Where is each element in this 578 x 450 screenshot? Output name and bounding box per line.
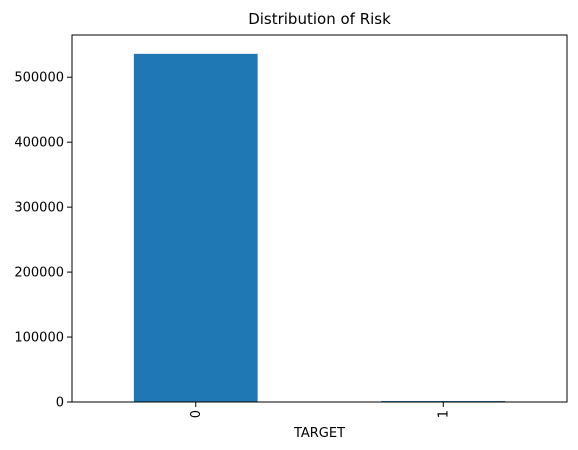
y-tick-label: 100000	[14, 331, 64, 346]
y-axis: 0 100000 200000 300000 400000 500000	[14, 71, 72, 411]
bar-0	[133, 53, 258, 403]
y-tick-label: 300000	[14, 201, 64, 216]
plot-frame	[71, 34, 568, 403]
x-tick-label: 1	[436, 410, 451, 418]
y-tick-label: 400000	[14, 136, 64, 151]
chart-title: Distribution of Risk	[248, 10, 391, 28]
y-tick-label: 200000	[14, 266, 64, 281]
x-axis-label: TARGET	[293, 426, 345, 441]
y-tick-label: 500000	[14, 71, 64, 86]
y-tick-label: 0	[56, 396, 64, 411]
x-tick-label: 0	[189, 410, 204, 418]
bars-group	[133, 53, 506, 403]
